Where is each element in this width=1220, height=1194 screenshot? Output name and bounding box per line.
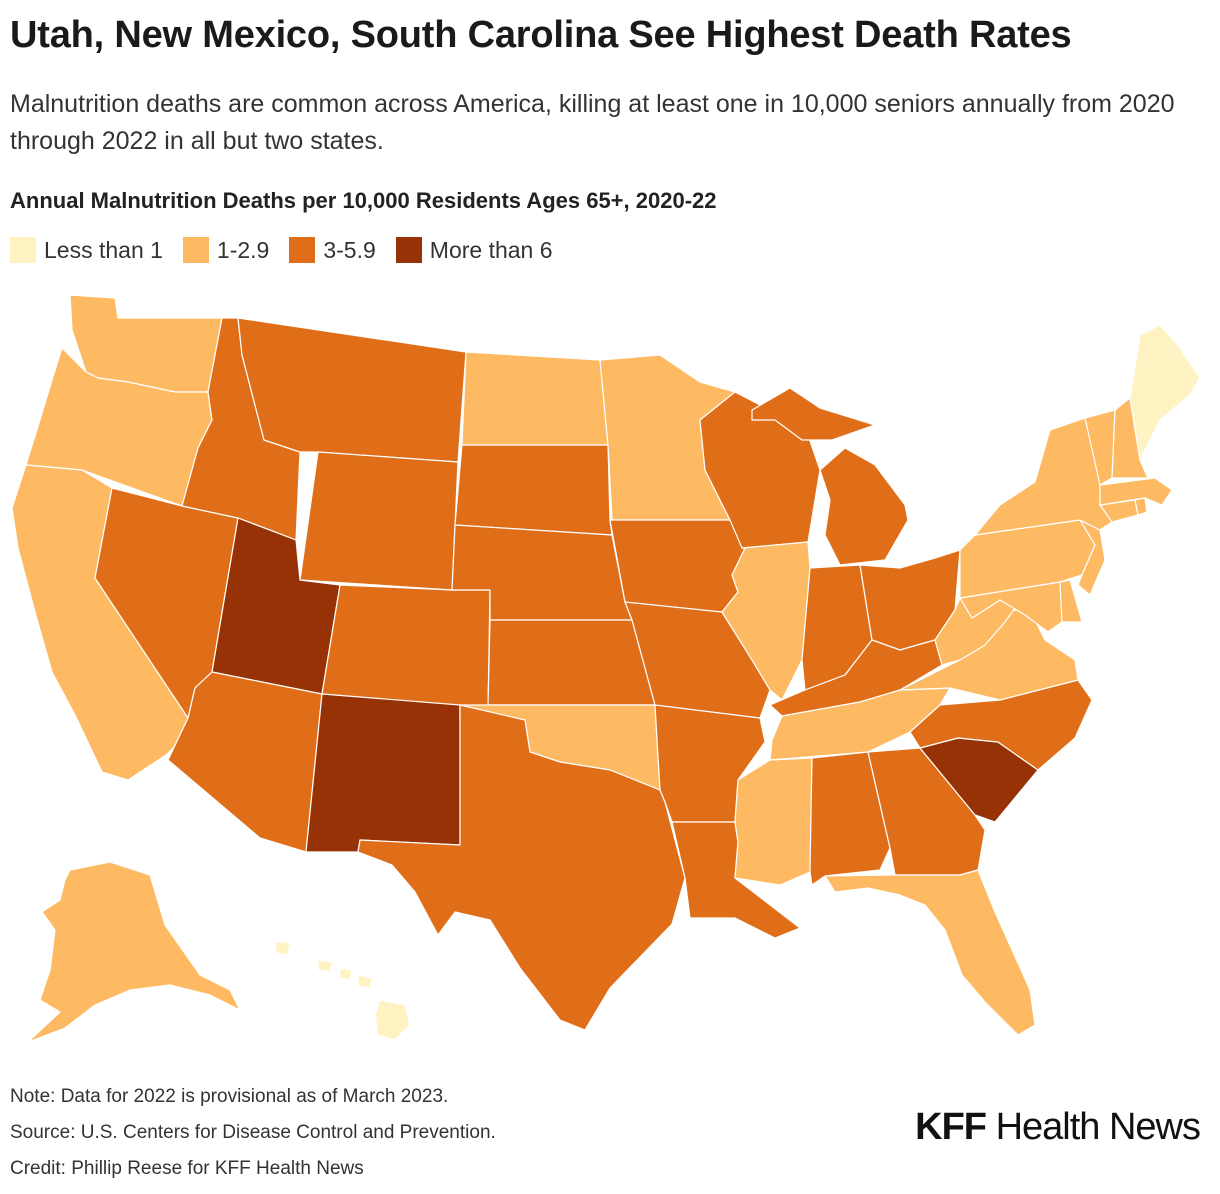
logo-kff: KFF <box>915 1106 987 1148</box>
footer-credit: Credit: Phillip Reese for KFF Health New… <box>10 1158 364 1179</box>
legend-item-more-than-6: More than 6 <box>395 236 553 264</box>
state-hi[interactable] <box>317 959 333 973</box>
chart-subtitle: Malnutrition deaths are common across Am… <box>10 90 1175 155</box>
state-mi[interactable] <box>751 387 876 441</box>
logo-health-news: Health News <box>986 1106 1201 1148</box>
state-fl[interactable] <box>824 869 1036 1036</box>
state-hi[interactable] <box>274 941 291 956</box>
state-hi[interactable] <box>339 967 353 981</box>
legend-item-less-than-1: Less than 1 <box>10 237 163 264</box>
state-hi[interactable] <box>374 999 411 1041</box>
state-nm[interactable] <box>305 693 461 853</box>
state-il[interactable] <box>721 541 811 701</box>
legend-label: 1-2.9 <box>216 236 270 263</box>
state-nh[interactable] <box>1111 397 1149 479</box>
footer-note: Note: Data for 2022 is provisional as of… <box>10 1086 449 1107</box>
legend-label: More than 6 <box>429 236 553 263</box>
state-mi[interactable] <box>819 447 909 566</box>
state-sd[interactable] <box>454 444 613 536</box>
state-ks[interactable] <box>487 619 656 706</box>
legend: Less than 1 1-2.9 3-5.9 More than 6 <box>10 234 573 266</box>
state-ms[interactable] <box>734 757 813 886</box>
state-wy[interactable] <box>299 451 459 591</box>
legend-swatch <box>289 237 316 263</box>
legend-item-1-2-9: 1-2.9 <box>182 236 270 264</box>
state-nd[interactable] <box>461 351 609 446</box>
state-me[interactable] <box>1129 324 1201 461</box>
legend-label: Less than 1 <box>44 236 163 263</box>
legend-swatch <box>395 237 422 263</box>
state-mt[interactable] <box>237 317 467 463</box>
state-ia[interactable] <box>609 519 746 613</box>
us-choropleth-map <box>11 294 1201 1043</box>
legend-label: 3-5.9 <box>323 236 376 263</box>
state-ma[interactable] <box>1099 477 1173 506</box>
map-title: Annual Malnutrition Deaths per 10,000 Re… <box>10 188 717 213</box>
legend-swatch <box>10 237 36 263</box>
state-de[interactable] <box>1059 579 1083 623</box>
chart-title: Utah, New Mexico, South Carolina See Hig… <box>10 14 1072 56</box>
state-hi[interactable] <box>357 974 373 989</box>
legend-swatch <box>182 237 209 263</box>
state-nj[interactable] <box>1077 519 1106 596</box>
state-ak[interactable] <box>27 861 241 1043</box>
kff-health-news-logo: KFF Health News <box>915 1106 1201 1149</box>
state-co[interactable] <box>321 584 491 711</box>
legend-item-3-5-9: 3-5.9 <box>289 236 376 264</box>
footer-source: Source: U.S. Centers for Disease Control… <box>10 1122 496 1143</box>
state-tx[interactable] <box>357 704 686 1031</box>
